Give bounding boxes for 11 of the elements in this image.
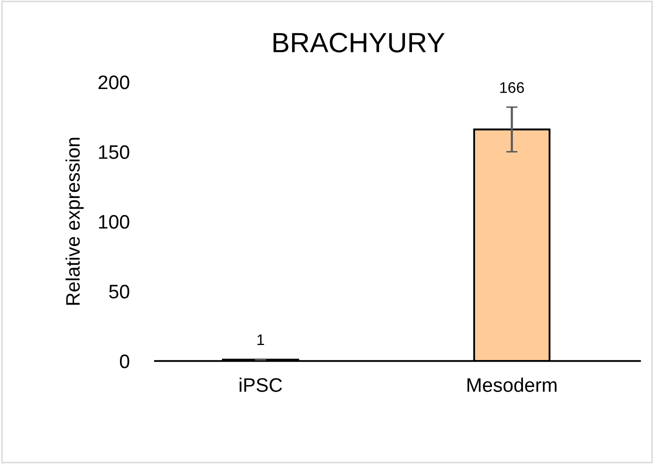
data-label: 1	[257, 334, 264, 346]
y-axis-title: Relative expression	[66, 138, 84, 305]
y-tick-label: 100	[99, 214, 130, 229]
y-tick-label: 150	[99, 145, 130, 159]
y-tick-label: 0	[120, 354, 130, 368]
data-label: 166	[500, 82, 524, 93]
x-tick-label: iPSC	[240, 378, 282, 392]
chart-title: BRACHYURY	[274, 32, 445, 52]
x-tick-label: Mesoderm	[468, 378, 556, 392]
y-tick-label: 50	[109, 284, 130, 298]
y-tick-label: 200	[98, 75, 130, 90]
